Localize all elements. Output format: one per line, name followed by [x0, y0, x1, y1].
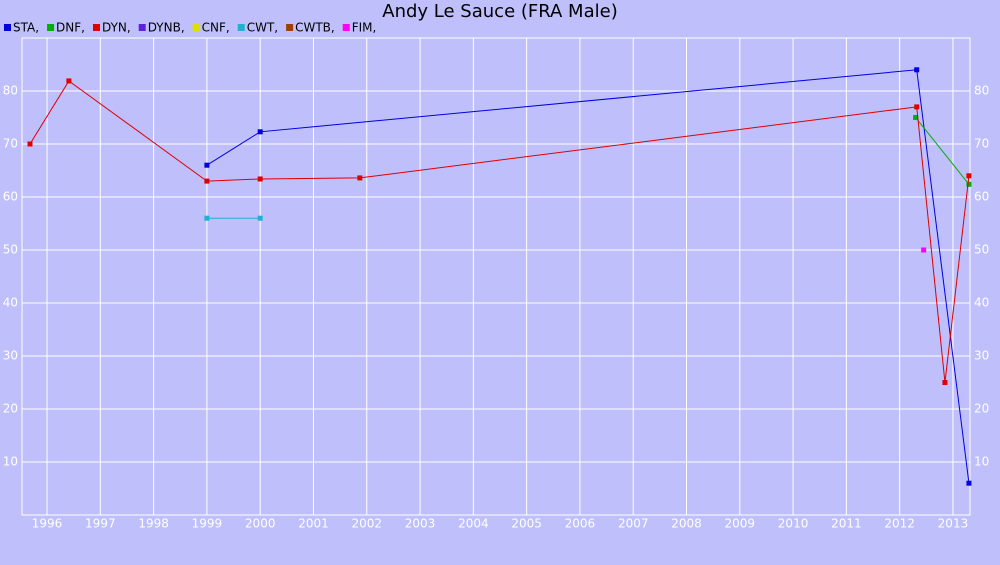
data-point [357, 175, 363, 181]
legend-swatch [4, 24, 11, 31]
y-tick-label-right: 10 [974, 455, 989, 469]
chart-title: Andy Le Sauce (FRA Male) [382, 1, 617, 22]
series-line [206, 69, 970, 484]
data-point [966, 181, 972, 187]
data-point [913, 115, 919, 120]
legend-label: CWT, [247, 21, 278, 35]
data-point [66, 78, 72, 84]
data-point [942, 380, 948, 385]
y-tick-label-right: 70 [974, 137, 989, 151]
y-tick-label: 70 [3, 137, 18, 151]
y-tick-label-right: 20 [974, 402, 989, 416]
legend-swatch [342, 24, 350, 31]
legend-swatch [138, 24, 146, 31]
x-tick-label: 1996 [32, 517, 63, 531]
legend-label: DYN, [102, 21, 131, 35]
y-tick-label: 50 [3, 243, 18, 257]
series-line [915, 117, 970, 185]
data-point [257, 176, 263, 182]
series-line [29, 80, 970, 383]
x-tick-label: 2010 [778, 517, 809, 531]
x-tick-label: 2008 [671, 517, 702, 531]
legend-label: CNF, [202, 21, 230, 35]
legend-label: STA, [13, 21, 39, 35]
y-tick-label-right: 50 [974, 243, 989, 257]
legend-label: FIM, [352, 21, 377, 35]
legend-swatch [286, 24, 294, 31]
x-tick-label: 2006 [565, 517, 596, 531]
x-tick-label: 2005 [511, 517, 542, 531]
x-tick-label: 1999 [192, 517, 223, 531]
x-tick-label: 2009 [725, 517, 756, 531]
y-tick-label: 10 [3, 455, 18, 469]
data-point [914, 67, 920, 73]
x-tick-label: 2011 [831, 517, 862, 531]
data-point [204, 162, 210, 168]
x-tick-label: 2002 [352, 517, 383, 531]
y-tick-label: 30 [3, 349, 18, 363]
x-tick-label: 1998 [138, 517, 169, 531]
y-tick-label: 40 [3, 296, 18, 310]
x-tick-label: 2000 [245, 517, 276, 531]
data-point [966, 173, 972, 179]
x-tick-label: 2001 [298, 517, 329, 531]
data-point [257, 215, 263, 221]
x-tick-label: 2013 [938, 517, 969, 531]
data-point [204, 215, 210, 221]
x-tick-label: 2012 [884, 517, 915, 531]
y-tick-label-right: 30 [974, 349, 989, 363]
legend-label: CWTB, [295, 21, 335, 35]
x-tick-label: 2007 [618, 517, 649, 531]
data-point [921, 247, 927, 253]
y-tick-label-right: 40 [974, 296, 989, 310]
legend-swatch [47, 24, 55, 31]
y-tick-label: 20 [3, 402, 18, 416]
data-point [914, 104, 920, 110]
legend-label: DYNB, [148, 21, 185, 35]
y-tick-label-right: 60 [974, 190, 989, 204]
data-point [966, 480, 972, 486]
legend-swatch [237, 24, 245, 31]
data-point [257, 129, 263, 135]
x-tick-label: 2004 [458, 517, 489, 531]
data-point [204, 178, 210, 184]
x-tick-label: 2003 [405, 517, 436, 531]
x-tick-label: 1997 [85, 517, 116, 531]
legend-swatch [192, 24, 200, 31]
legend-label: DNF, [56, 21, 85, 35]
legend-swatch [92, 24, 100, 31]
plot-area [21, 37, 971, 516]
y-tick-label-right: 80 [974, 84, 989, 98]
y-tick-label: 60 [3, 190, 18, 204]
data-point [27, 141, 33, 147]
y-tick-label: 80 [3, 84, 18, 98]
